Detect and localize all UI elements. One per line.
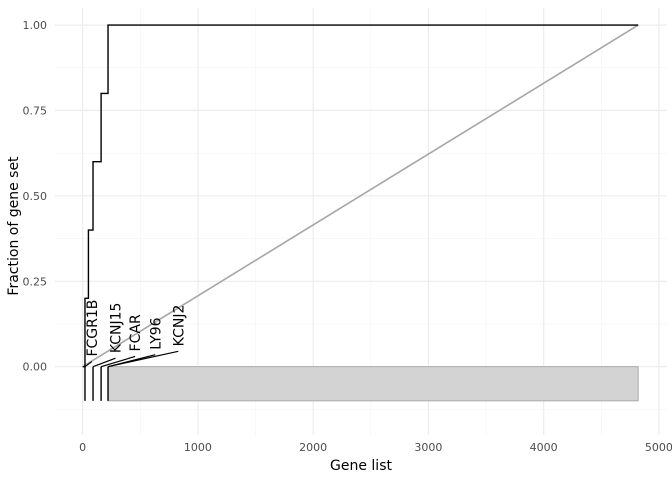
x-tick-label: 0 <box>79 441 86 454</box>
gene-label: KCNJ15 <box>109 303 125 354</box>
x-tick-label: 5000 <box>645 441 672 454</box>
gene-label: FCGR1B <box>85 300 101 357</box>
x-tick-label: 2000 <box>299 441 327 454</box>
gene-list-bar-layer <box>107 366 639 402</box>
series-lines <box>82 24 639 368</box>
x-tick-label: 4000 <box>530 441 558 454</box>
gene-label: LY96 <box>148 317 164 349</box>
x-tick-label: 1000 <box>184 441 212 454</box>
gene-hit-markers <box>84 366 109 401</box>
gene-label: FCAR <box>128 314 144 351</box>
gene-label: KCNJ2 <box>171 305 187 347</box>
gene-label-leader <box>84 361 93 368</box>
y-tick-label: 0.25 <box>23 275 48 288</box>
gene-label-leader <box>107 350 179 368</box>
expected-diagonal-line <box>82 24 639 368</box>
gene-labels: FCGR1B KCNJ15 FCAR LY96 KCNJ2 <box>84 300 187 368</box>
x-tick-label: 3000 <box>414 441 442 454</box>
y-tick-label: 0.75 <box>23 104 48 117</box>
y-axis-title: Fraction of gene set <box>6 156 22 296</box>
y-tick-label: 1.00 <box>23 19 48 32</box>
gene-list-bar <box>107 366 639 402</box>
cumulative-fraction-line <box>82 24 639 368</box>
y-tick-label: 0.00 <box>23 361 48 374</box>
gene-label-leader <box>92 357 116 368</box>
x-axis-title: Gene list <box>330 458 392 474</box>
y-tick-label: 0.50 <box>23 190 48 203</box>
gene-label-leader <box>100 355 136 368</box>
tick-labels: 0 1000 2000 3000 4000 5000 0.00 0.25 0.50 0.75 1.0… <box>23 19 672 454</box>
